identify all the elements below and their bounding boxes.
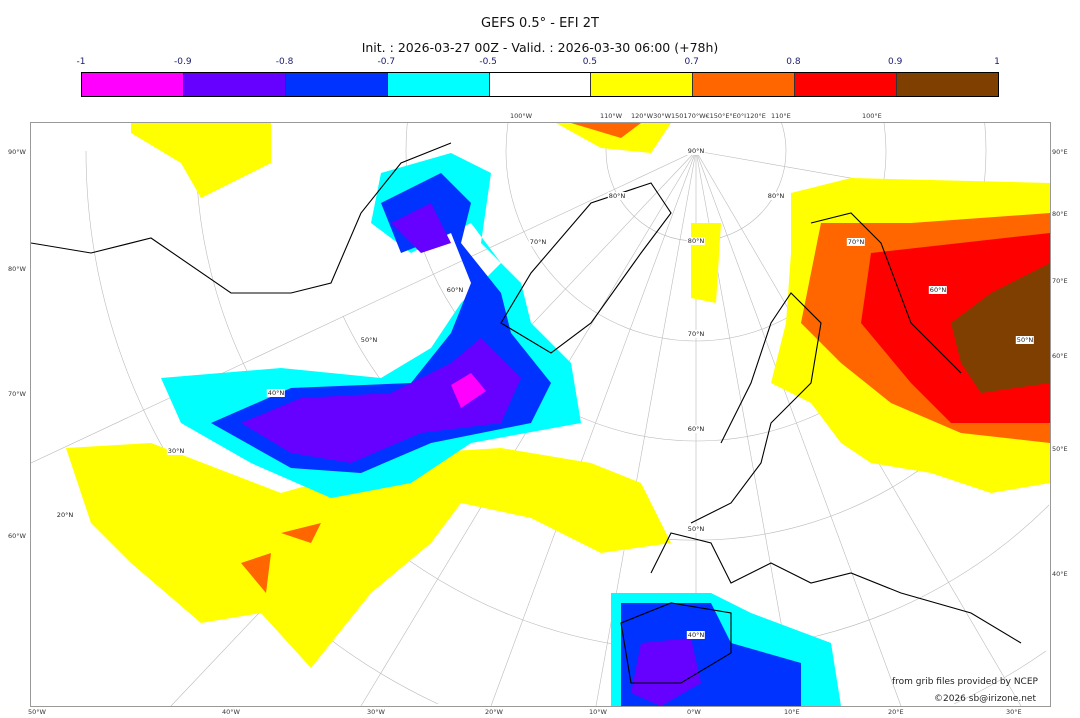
efi-negative-0.9 [241, 203, 701, 706]
latitude-label: 50°N [686, 525, 706, 533]
latitude-label: 70°N [846, 238, 866, 246]
latitude-label: 90°N [686, 147, 706, 155]
left-axis-label: 60°W [8, 532, 26, 540]
colorbar-swatch [693, 73, 796, 96]
latitude-label: 60°N [686, 425, 706, 433]
left-axis-label: 80°W [8, 265, 26, 273]
latitude-label: 80°N [607, 192, 627, 200]
left-axis-label: 70°W [8, 390, 26, 398]
right-axis-label: 80°E [1052, 210, 1068, 218]
colorbar-tick: -1 [76, 57, 86, 67]
colorbar-swatch [591, 73, 694, 96]
latitude-label: 70°N [528, 238, 548, 246]
colorbar-tick: -0.8 [275, 57, 294, 67]
colorbar-tick: -0.9 [173, 57, 192, 67]
chart-title: GEFS 0.5° - EFI 2T [481, 16, 599, 31]
bottom-axis-label: 10°W [589, 708, 607, 716]
efi-negative-1 [451, 373, 486, 408]
latitude-label: 60°N [445, 286, 465, 294]
latitude-label: 20°N [55, 511, 75, 519]
bottom-axis-label: 20°E [888, 708, 904, 716]
colorbar-swatch [897, 73, 999, 96]
latitude-label: 40°N [266, 389, 286, 397]
colorbar-tick: 0.9 [888, 57, 903, 67]
colorbar-swatch [82, 73, 184, 96]
colorbar-swatch [795, 73, 898, 96]
bottom-axis-label: 30°E [1006, 708, 1022, 716]
top-axis-label: 110°E [771, 112, 791, 120]
top-axis-label: 100°W [510, 112, 533, 120]
latitude-label: 70°N [686, 330, 706, 338]
efi-positive-0.9 [951, 263, 1050, 393]
coastlines [31, 142, 1022, 684]
bottom-axis-label: 30°W [367, 708, 385, 716]
top-axis-label: 110°W [600, 112, 623, 120]
chart-subtitle: Init. : 2026-03-27 00Z - Valid. : 2026-0… [361, 40, 719, 55]
latitude-label: 30°N [166, 447, 186, 455]
colorbar-swatch [183, 73, 286, 96]
colorbar-tick: 0.7 [684, 57, 699, 67]
right-axis-label: 40°E [1052, 570, 1068, 578]
right-axis-label: 70°E [1052, 277, 1068, 285]
top-axis-label: 100°E [862, 112, 882, 120]
colorbar-tick: 0.8 [786, 57, 801, 67]
latitude-label: 50°N [1015, 336, 1035, 344]
latitude-label: 80°N [686, 237, 706, 245]
colorbar-swatch [285, 73, 388, 96]
latitude-label: 80°N [766, 192, 786, 200]
latitude-label: 40°N [686, 631, 706, 639]
right-axis-label: 90°E [1052, 148, 1068, 156]
latitude-label: 60°N [928, 286, 948, 294]
colorbar-swatch [387, 73, 490, 96]
bottom-axis-label: 50°W [28, 708, 46, 716]
bottom-axis-label: 40°W [222, 708, 240, 716]
map-fields [31, 123, 1050, 706]
colorbar [81, 72, 999, 97]
top-axis-label: 120°W30°W150170°W€150°E°E0°I120°E [631, 112, 766, 120]
colorbar-tick: -0.5 [479, 57, 497, 67]
colorbar-tick: 1 [994, 57, 1000, 67]
colorbar-tick: 0.5 [582, 57, 598, 67]
latitude-label: 50°N [359, 336, 379, 344]
bottom-axis-label: 10°E [784, 708, 800, 716]
copyright: ©2026 sb@irizone.net [934, 694, 1036, 704]
bottom-axis-label: 20°W [485, 708, 503, 716]
right-axis-label: 50°E [1052, 445, 1068, 453]
colorbar-swatch [489, 73, 592, 96]
bottom-axis-label: 0°W [687, 708, 701, 716]
map: 90°N 80°N 70°N 60°N 50°N 40°N 30°N 20°N 80°N 70°N… [30, 122, 1051, 707]
right-axis-label: 60°E [1052, 352, 1068, 360]
left-axis-label: 90°W [8, 148, 26, 156]
colorbar-tick: -0.7 [377, 57, 396, 67]
source-credit: from grib files provided by NCEP [892, 677, 1038, 687]
